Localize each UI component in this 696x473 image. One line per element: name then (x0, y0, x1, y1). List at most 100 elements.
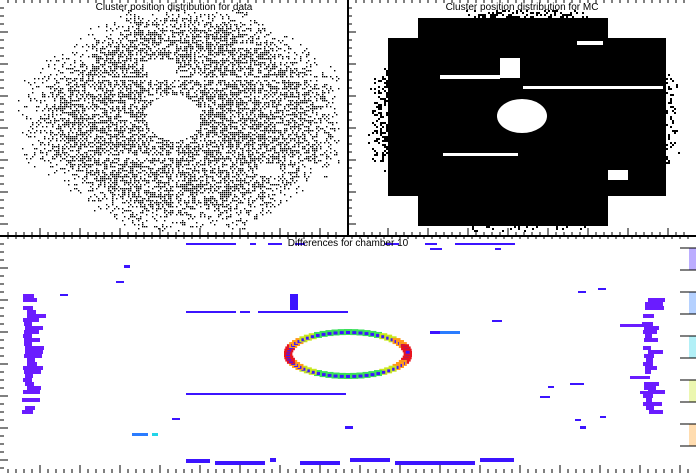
hit-point (236, 74, 238, 76)
hit-point (164, 172, 166, 174)
hit-point (148, 128, 150, 130)
hit-point (186, 176, 188, 178)
hit-point (108, 126, 110, 128)
hit-point (80, 80, 82, 82)
hit-point (112, 144, 114, 146)
hit-point (150, 82, 152, 84)
hit-point (294, 138, 296, 140)
hit-point (124, 122, 126, 124)
hit-point (322, 94, 324, 96)
hit-point (216, 66, 218, 68)
hit-point (214, 116, 216, 118)
hit-point (126, 48, 128, 50)
hit-point (162, 56, 164, 58)
hit-point (126, 160, 128, 162)
hit-point (174, 80, 176, 82)
hit-point (182, 66, 184, 68)
hit-point (210, 160, 212, 162)
hit-point (254, 114, 256, 116)
hit-point (104, 84, 106, 86)
hit-point (282, 88, 284, 90)
hit-point (178, 34, 180, 36)
hit-point (254, 86, 256, 88)
hit-point (244, 118, 246, 120)
hit-point (268, 150, 270, 152)
hit-point (208, 106, 210, 108)
hit-point (106, 70, 108, 72)
hit-point (310, 122, 312, 124)
hit-point (250, 132, 252, 134)
hit-point (214, 48, 216, 50)
hit-point (212, 136, 214, 138)
hit-point (234, 164, 236, 166)
hit-point (164, 90, 166, 92)
hit-point (286, 82, 288, 84)
hit-point (134, 166, 136, 168)
hit-point (314, 158, 316, 160)
hit-point (246, 14, 248, 16)
hit-point (298, 140, 300, 142)
hit-point (240, 100, 242, 102)
hit-point (146, 52, 148, 54)
hit-point (110, 146, 112, 148)
hit-point (224, 38, 226, 40)
hit-point (132, 92, 134, 94)
hit-point (164, 144, 166, 146)
hit-point (142, 60, 144, 62)
hit-point (238, 34, 240, 36)
hit-point (234, 74, 236, 76)
hit-point (96, 136, 98, 138)
hit-point (70, 82, 72, 84)
hit-point (132, 80, 134, 82)
hit-point (308, 130, 310, 132)
hit-point (84, 166, 86, 168)
hit-point (120, 98, 122, 100)
hit-point (158, 82, 160, 84)
hit-point (82, 64, 84, 66)
hit-point (244, 136, 246, 138)
hit-point (108, 42, 110, 44)
hit-point (114, 68, 116, 70)
hit-point (272, 64, 274, 66)
hit-point (86, 170, 88, 172)
hit-point (232, 164, 234, 166)
hit-point (52, 156, 54, 158)
hit-point (118, 116, 120, 118)
hit-point (280, 132, 282, 134)
hit-point (194, 154, 196, 156)
hit-point (212, 60, 214, 62)
hit-point (172, 168, 174, 170)
hit-point (54, 64, 56, 66)
hit-point (56, 134, 58, 136)
hit-point (276, 88, 278, 90)
hit-point (208, 52, 210, 54)
hit-point (60, 110, 62, 112)
hit-point (126, 76, 128, 78)
hit-point (44, 136, 46, 138)
hit-point (172, 180, 174, 182)
hit-point (280, 150, 282, 152)
hit-point (72, 136, 74, 138)
hit-point (258, 126, 260, 128)
hit-point (240, 60, 242, 62)
hit-point (194, 70, 196, 72)
hit-point (172, 142, 174, 144)
hit-point (236, 142, 238, 144)
hit-point (242, 118, 244, 120)
hit-point (224, 158, 226, 160)
hit-point (220, 152, 222, 154)
hit-point (148, 168, 150, 170)
hit-point (106, 72, 108, 74)
hit-point (284, 108, 286, 110)
hit-point (232, 62, 234, 64)
hit-point (74, 46, 76, 48)
hit-point (184, 64, 186, 66)
hit-point (186, 84, 188, 86)
hit-point (252, 120, 254, 122)
hit-point (218, 94, 220, 96)
hit-point (240, 92, 242, 94)
hit-point (144, 150, 146, 152)
hit-point (138, 100, 140, 102)
hit-point (326, 166, 328, 168)
hit-point (96, 70, 98, 72)
